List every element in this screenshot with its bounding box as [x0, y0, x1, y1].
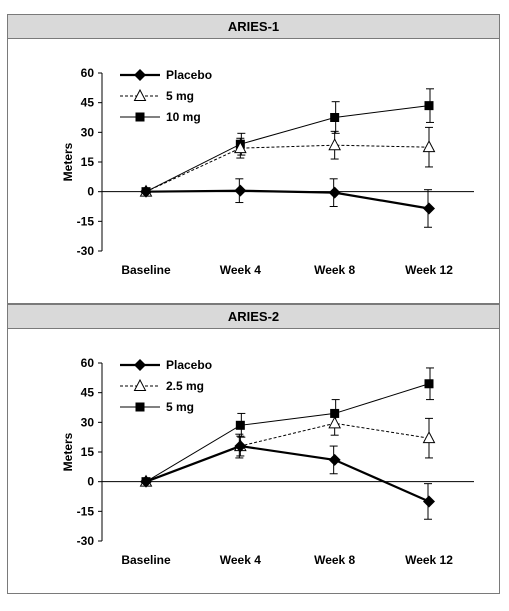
y-tick-label: -15	[77, 214, 95, 228]
data-point	[234, 141, 247, 154]
series-line	[145, 383, 430, 483]
y-tick-label: -15	[77, 504, 95, 518]
series-line	[145, 189, 430, 210]
data-point	[422, 140, 436, 153]
aries-1-chart: 60 45 30 15 0 -15 -30 Meters Baseline Week 4 Week …	[61, 66, 474, 277]
y-tick-label: 45	[81, 386, 95, 400]
data-point	[234, 440, 247, 453]
data-point	[140, 185, 152, 198]
legend-label: 5 mg	[166, 400, 194, 414]
y-tick-label: 15	[81, 155, 95, 169]
legend-marker	[133, 88, 147, 101]
data-point	[424, 101, 434, 111]
y-tick-label: 30	[81, 415, 95, 429]
data-point	[423, 202, 435, 215]
y-tick-label: -30	[77, 534, 95, 548]
aries-2-chart: 60 45 30 15 0 -15 -30 Meters Baseline Week 4 Week …	[61, 356, 474, 567]
aries-1-panel: ARIES-1 60 45 30 15 0 -15 -30 Meters Baseline Wee…	[7, 14, 500, 304]
y-tick-label: 15	[81, 445, 95, 459]
aries-2-panel: ARIES-2 60 45 30 15 0 -15 -30 Meters Baseline Wee…	[7, 304, 500, 594]
y-tick-label: 0	[87, 185, 94, 199]
legend-label: Placebo	[166, 358, 212, 372]
y-tick-label: 30	[81, 125, 95, 139]
data-point	[234, 184, 247, 197]
data-point	[424, 379, 434, 389]
chart-title: ARIES-2	[8, 305, 499, 329]
legend-label: Placebo	[166, 68, 212, 82]
series-line	[145, 105, 430, 193]
data-point	[328, 138, 341, 151]
data-point	[422, 431, 436, 444]
data-point	[328, 416, 341, 429]
y-tick-label: 0	[87, 475, 94, 489]
legend-marker	[135, 112, 145, 122]
legend-label: 10 mg	[166, 110, 201, 124]
x-tick-label: Week 12	[405, 553, 453, 567]
series-line	[145, 144, 430, 193]
y-tick-label: 45	[81, 96, 95, 110]
data-point	[140, 475, 152, 488]
data-point	[330, 113, 340, 122]
y-axis-label: Meters	[61, 432, 75, 471]
x-tick-label: Week 8	[314, 553, 355, 567]
legend-marker	[135, 402, 145, 412]
data-point	[328, 453, 341, 466]
legend-marker	[134, 69, 146, 81]
legend-label: 2.5 mg	[166, 379, 204, 393]
y-tick-label: -30	[77, 244, 95, 258]
data-point	[423, 495, 435, 508]
x-tick-label: Baseline	[121, 553, 171, 567]
legend-label: 5 mg	[166, 89, 194, 103]
series-line	[145, 444, 430, 503]
y-axis-label: Meters	[61, 142, 75, 181]
x-tick-label: Week 4	[220, 553, 261, 567]
y-tick-label: 60	[81, 356, 95, 370]
x-tick-label: Week 8	[314, 263, 355, 277]
legend-marker	[134, 359, 146, 371]
x-tick-label: Baseline	[121, 263, 171, 277]
data-point	[235, 420, 245, 430]
chart-title: ARIES-1	[8, 15, 499, 39]
x-tick-label: Week 4	[220, 263, 261, 277]
y-tick-label: 60	[81, 66, 95, 80]
legend-marker	[133, 378, 147, 391]
x-tick-label: Week 12	[405, 263, 453, 277]
data-point	[328, 186, 341, 199]
